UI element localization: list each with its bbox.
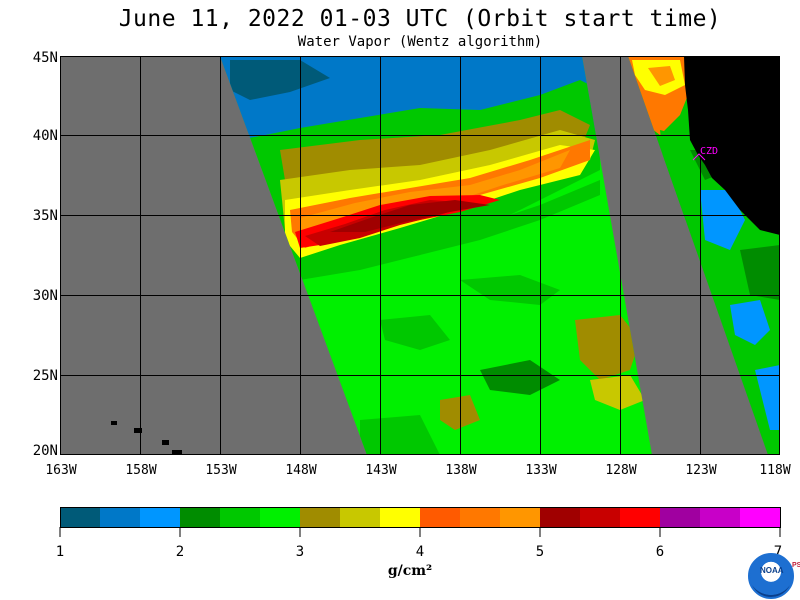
station-marker-icon (692, 153, 706, 161)
hawaii-islands (111, 421, 182, 455)
colorbar-label: 5 (535, 544, 545, 560)
colorbar-label: 1 (55, 544, 65, 560)
lat-label: 30N (32, 288, 58, 304)
map-subtitle: Water Vapor (Wentz algorithm) (297, 34, 543, 50)
lat-label: 20N (32, 443, 58, 459)
colorbar-label: 6 (655, 544, 665, 560)
lon-label: 138W (445, 463, 477, 478)
colorbar-units: g/cm² (387, 563, 433, 579)
map-frame (60, 56, 780, 455)
lon-label: 158W (125, 463, 157, 478)
lat-label: 35N (32, 208, 58, 224)
lat-label: 45N (32, 50, 58, 66)
lon-label: 128W (605, 463, 637, 478)
colorbar-label: 4 (415, 544, 425, 560)
colorbar-label: 3 (295, 544, 305, 560)
noaa-logo-text: NOAA (760, 566, 784, 575)
lon-label: 143W (365, 463, 397, 478)
lon-label: 123W (685, 463, 717, 478)
lon-label: 133W (525, 463, 557, 478)
station-label: CZD (700, 146, 719, 157)
lon-label: 163W (45, 463, 77, 478)
grid-lines (60, 56, 780, 455)
noaa-logo-icon (748, 553, 794, 599)
lon-label: 148W (285, 463, 317, 478)
map-title: June 11, 2022 01-03 UTC (Orbit start tim… (118, 6, 722, 32)
colorbar-label: 2 (175, 544, 185, 560)
psl-label: PSL (792, 562, 800, 569)
lat-label: 40N (32, 128, 58, 144)
lat-label: 25N (32, 368, 58, 384)
lon-label: 118W (759, 463, 791, 478)
land-mass (684, 56, 780, 235)
lon-label: 153W (205, 463, 237, 478)
colorbar-label: 7 (773, 544, 783, 560)
